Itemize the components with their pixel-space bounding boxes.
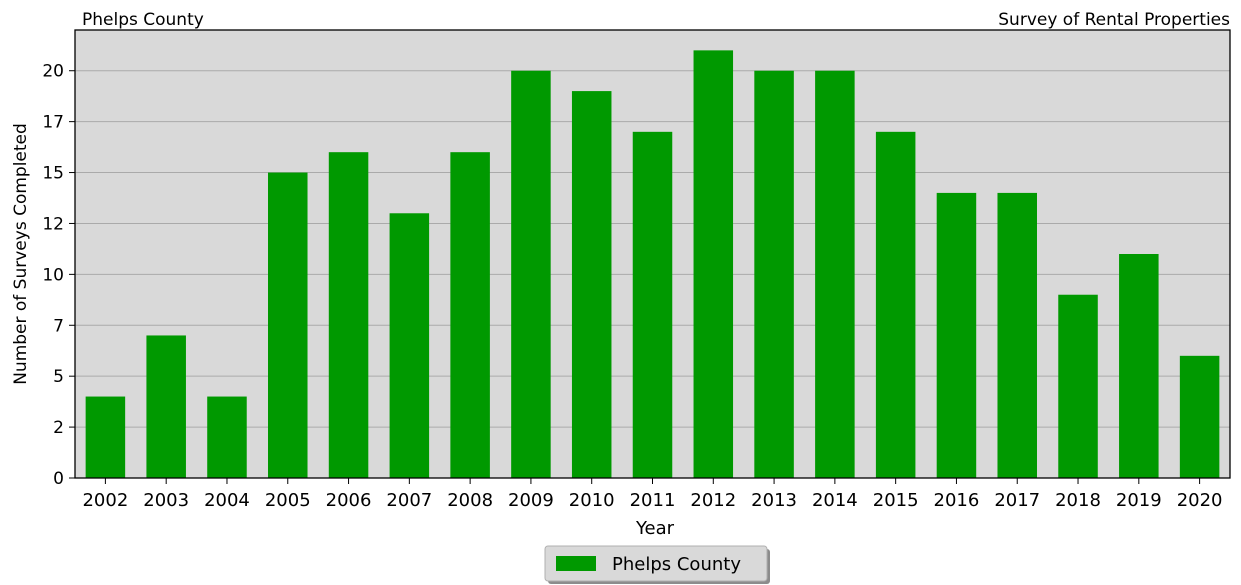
x-tick-label: 2004 — [204, 490, 250, 511]
chart-title-right: Survey of Rental Properties — [998, 10, 1230, 30]
y-tick-label: 12 — [42, 214, 64, 234]
x-tick-label: 2009 — [508, 490, 554, 511]
x-tick-label: 2006 — [326, 490, 372, 511]
bar-2016 — [936, 192, 977, 478]
x-tick-label: 2008 — [447, 490, 493, 511]
bar-2020 — [1179, 355, 1220, 478]
bar-2017 — [997, 192, 1037, 478]
bar-2002 — [85, 396, 126, 478]
x-tick-label: 2020 — [1177, 490, 1223, 511]
x-tick-label: 2002 — [82, 490, 128, 511]
legend-swatch — [556, 556, 596, 571]
y-tick-label: 10 — [42, 265, 64, 285]
x-tick-label: 2005 — [265, 490, 311, 511]
bar-2013 — [754, 70, 794, 479]
x-tick-label: 2018 — [1055, 490, 1101, 511]
x-tick-label: 2016 — [934, 490, 980, 511]
y-tick-label: 7 — [53, 316, 64, 336]
y-tick-label: 17 — [42, 113, 64, 133]
x-tick-label: 2012 — [690, 490, 736, 511]
x-tick-label: 2014 — [812, 490, 858, 511]
bar-2006 — [328, 152, 369, 478]
bar-2004 — [207, 396, 247, 478]
x-tick-label: 2003 — [143, 490, 189, 511]
legend-label: Phelps County — [612, 554, 741, 575]
y-tick-label: 20 — [42, 62, 64, 82]
y-tick-label: 15 — [42, 164, 64, 184]
y-axis: 0 2 5 7 10 12 15 17 20 — [42, 62, 75, 489]
y-tick-label: 2 — [53, 418, 64, 438]
x-tick-label: 2019 — [1116, 490, 1162, 511]
bar-2015 — [875, 131, 916, 478]
x-tick-label: 2011 — [630, 490, 676, 511]
bar-2005 — [268, 172, 308, 478]
bar-2003 — [146, 335, 186, 478]
legend-box — [544, 545, 768, 582]
bar-2019 — [1119, 254, 1159, 478]
bar-2010 — [571, 91, 612, 478]
x-tick-label: 2013 — [751, 490, 797, 511]
y-tick-label: 0 — [53, 469, 64, 489]
x-axis: 2002 2003 2004 2005 2006 2007 2008 2009 2010 2011… — [82, 478, 1223, 511]
bar-2018 — [1058, 294, 1098, 478]
bar-2014 — [815, 70, 855, 479]
bar-2007 — [389, 213, 430, 479]
bar-2011 — [632, 131, 673, 478]
y-axis-label: Number of Surveys Completed — [11, 123, 31, 385]
chart-title-left: Phelps County — [82, 10, 204, 30]
x-tick-label: 2007 — [386, 490, 432, 511]
x-tick-label: 2010 — [569, 490, 615, 511]
bars — [85, 50, 1220, 479]
x-tick-label: 2015 — [873, 490, 919, 511]
x-axis-label: Year — [635, 518, 675, 539]
bar-2009 — [511, 70, 551, 479]
y-tick-label: 5 — [53, 367, 64, 387]
bar-2008 — [450, 152, 490, 478]
x-tick-label: 2017 — [994, 490, 1040, 511]
bar-2012 — [693, 50, 734, 478]
legend: Phelps County — [544, 545, 770, 584]
